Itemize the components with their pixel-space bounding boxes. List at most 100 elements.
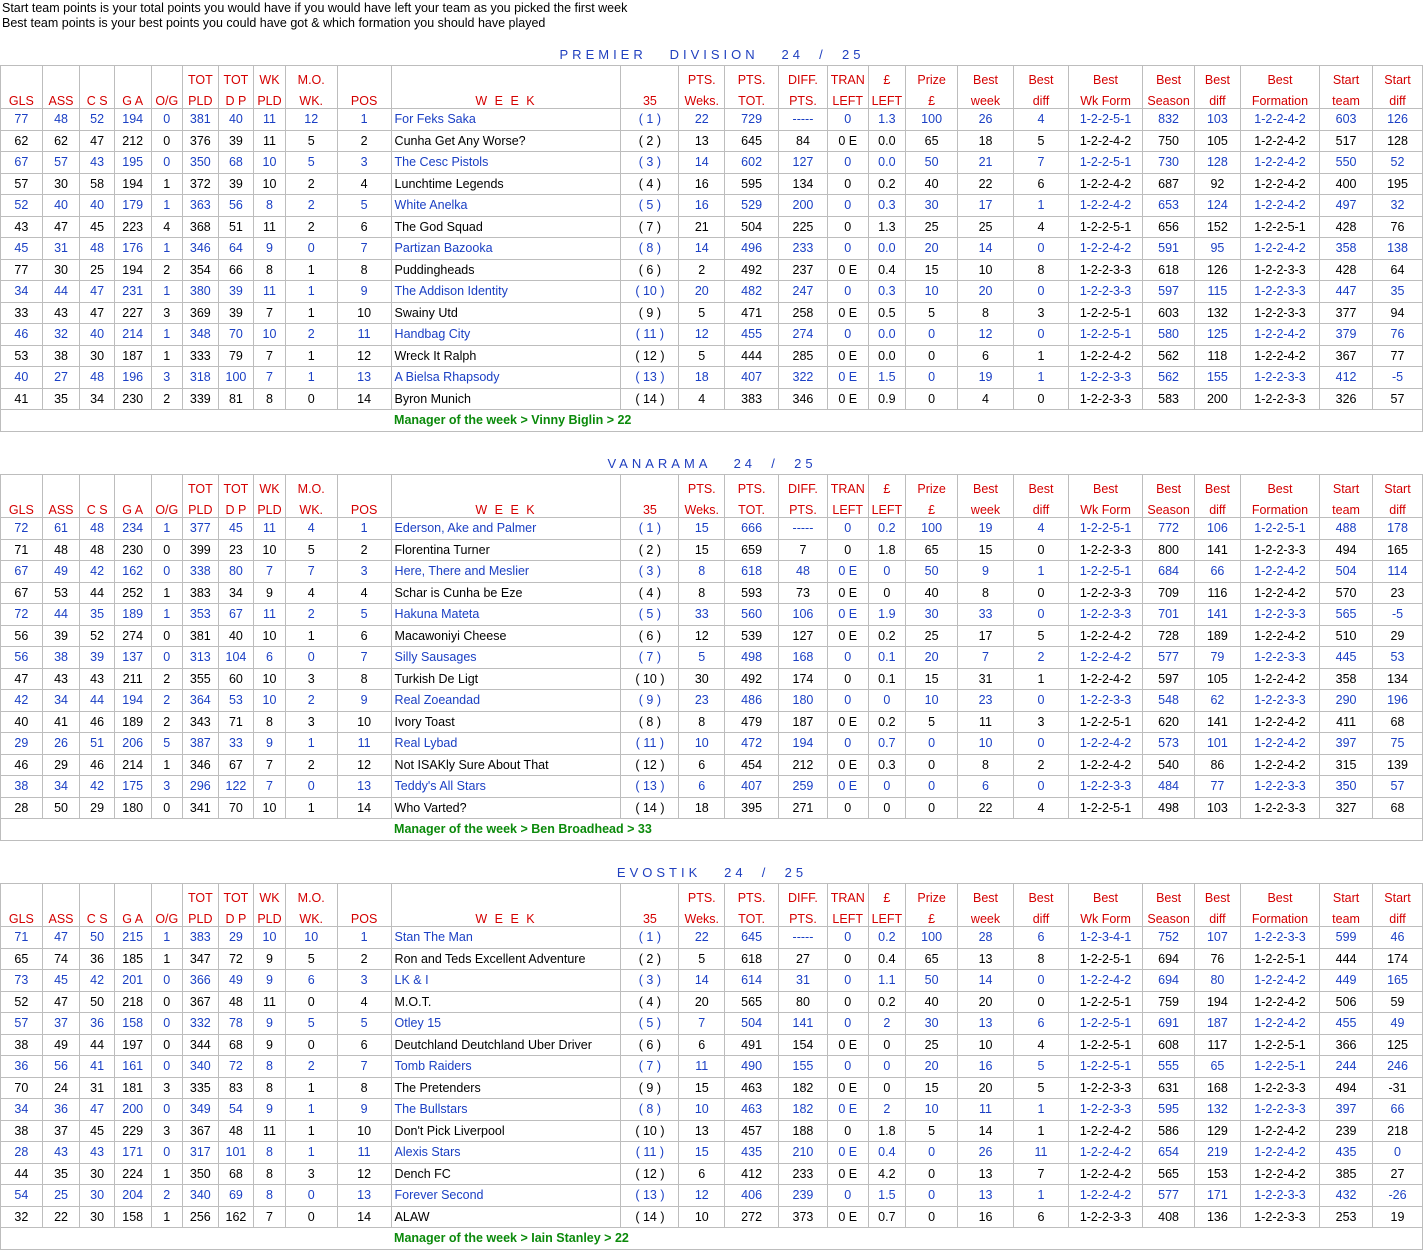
table-cell: 1 — [150, 237, 184, 260]
table-cell: 56 — [217, 194, 255, 217]
table-cell: 376 — [182, 129, 219, 152]
table-cell: 1-2-2-5-1 — [1067, 323, 1144, 346]
table-cell: 0 — [284, 1033, 338, 1056]
table-cell: 14 — [678, 237, 726, 260]
team-name-cell: Tomb Raiders — [390, 1055, 622, 1078]
table-cell: 0 — [826, 517, 869, 540]
table-cell: 1-2-2-3-3 — [1067, 775, 1144, 798]
table-cell: 1-2-2-3-3 — [1239, 926, 1321, 949]
table-cell: 10 — [253, 538, 286, 561]
table-cell: 105 — [1194, 667, 1241, 690]
table-cell: 6 — [284, 969, 338, 992]
table-cell: 233 — [778, 1162, 828, 1185]
table-cell: 33 — [678, 603, 726, 626]
table-cell: 0 E — [826, 560, 869, 583]
table-cell: 1-2-2-3-3 — [1067, 366, 1144, 389]
table-cell: 8 — [336, 258, 392, 281]
table-cell: 200 — [778, 194, 828, 217]
table-cell: 0 — [150, 1033, 184, 1056]
table-row: 34 36 47 200 0 349 54 9 1 9 The Bullstars( 8 ) 10 46… — [0, 1098, 1423, 1121]
column-header: week — [957, 905, 1014, 927]
table-cell: 39 — [217, 129, 255, 152]
column-header — [41, 883, 81, 905]
column-header: POS — [336, 905, 392, 927]
table-cell: 2 — [284, 323, 338, 346]
table-cell: 0 E — [826, 344, 869, 367]
table-cell: 752 — [1142, 926, 1196, 949]
table-cell: ( 12 ) — [620, 753, 680, 776]
table-cell: 231 — [113, 280, 152, 303]
table-cell: 38 — [41, 344, 81, 367]
table-cell: 37 — [41, 1012, 81, 1035]
table-row: 38 49 44 197 0 344 68 9 0 6 Deutchland Deutchland … — [0, 1033, 1423, 1056]
table-cell: 124 — [1194, 194, 1241, 217]
column-header: diff — [1012, 905, 1069, 927]
column-header — [0, 883, 43, 905]
table-cell: 1-2-2-4-2 — [1067, 1184, 1144, 1207]
table-cell: 343 — [182, 710, 219, 733]
table-cell: 1 — [1012, 366, 1069, 389]
table-cell: 369 — [182, 301, 219, 324]
table-cell: 8 — [1012, 947, 1069, 970]
table-row: 77 30 25 194 2 354 66 8 1 8 Puddingheads( 6 ) 2 492 2… — [0, 258, 1423, 281]
table-cell: 1-2-2-5-1 — [1067, 1033, 1144, 1056]
table-cell: 8 — [678, 710, 726, 733]
table-cell: 397 — [1319, 732, 1374, 755]
table-cell: 0.4 — [867, 1141, 907, 1164]
table-cell: 272 — [724, 1205, 780, 1228]
table-cell: 428 — [1319, 258, 1374, 281]
table-cell: 18 — [957, 129, 1014, 152]
table-cell: 5 — [284, 538, 338, 561]
table-cell: 116 — [1194, 581, 1241, 604]
table-cell: 42 — [0, 689, 43, 712]
table-cell: 4 — [336, 581, 392, 604]
table-cell: 3 — [1012, 301, 1069, 324]
table-cell: 44 — [41, 603, 81, 626]
table-cell: 498 — [724, 646, 780, 669]
table-cell: 1 — [284, 301, 338, 324]
table-cell: 377 — [182, 517, 219, 540]
column-header: diff — [1194, 87, 1241, 109]
table-cell: 1-2-2-4-2 — [1239, 581, 1321, 604]
table-cell: 1-2-2-3-3 — [1239, 258, 1321, 281]
table-cell: 1-2-2-4-2 — [1239, 969, 1321, 992]
column-header: WK. — [284, 905, 338, 927]
table-cell: 296 — [182, 775, 219, 798]
table-cell: 1-2-2-4-2 — [1067, 624, 1144, 647]
table-cell: 39 — [217, 172, 255, 195]
table-cell: 1-2-2-5-1 — [1067, 517, 1144, 540]
table-cell: 16 — [678, 172, 726, 195]
table-cell: 8 — [253, 1141, 286, 1164]
header-row: TOT TOT WK M.O. PTS. PTS. DIFF. TRAN £ Prize Best B… — [0, 883, 1423, 905]
column-header — [79, 65, 115, 87]
manager-row-spacer — [0, 818, 392, 841]
column-header: £ — [905, 905, 959, 927]
table-cell: 51 — [217, 215, 255, 238]
table-cell: 1-2-2-3-3 — [1239, 538, 1321, 561]
table-cell: 122 — [217, 775, 255, 798]
table-cell: 224 — [113, 1162, 152, 1185]
table-cell: 445 — [1319, 646, 1374, 669]
table-cell: 1.8 — [867, 538, 907, 561]
table-cell: 1 — [150, 581, 184, 604]
table-cell: 46 — [0, 753, 43, 776]
table-cell: 14 — [957, 1119, 1014, 1142]
table-cell: 41 — [41, 710, 81, 733]
table-cell: 517 — [1319, 129, 1374, 152]
table-cell: 107 — [1194, 926, 1241, 949]
table-cell: 498 — [1142, 796, 1196, 819]
table-cell: 1 — [150, 947, 184, 970]
table-cell: 0 — [1012, 581, 1069, 604]
table-cell: 1-2-2-4-2 — [1067, 1119, 1144, 1142]
table-cell: 5 — [1012, 624, 1069, 647]
team-name-cell: Ivory Toast — [390, 710, 622, 733]
table-row: 67 57 43 195 0 350 68 10 5 3 The Cesc Pistols( 3 )… — [0, 151, 1423, 174]
table-cell: 66 — [217, 258, 255, 281]
team-name-cell: Byron Munich — [390, 387, 622, 410]
table-cell: 0 — [905, 775, 959, 798]
column-header: Best — [957, 474, 1014, 496]
table-cell: 471 — [724, 301, 780, 324]
table-row: 72 61 48 234 1 377 45 11 4 1 Ederson, Ake and Palm… — [0, 517, 1423, 540]
table-cell: 1 — [284, 1098, 338, 1121]
table-cell: 81 — [217, 387, 255, 410]
